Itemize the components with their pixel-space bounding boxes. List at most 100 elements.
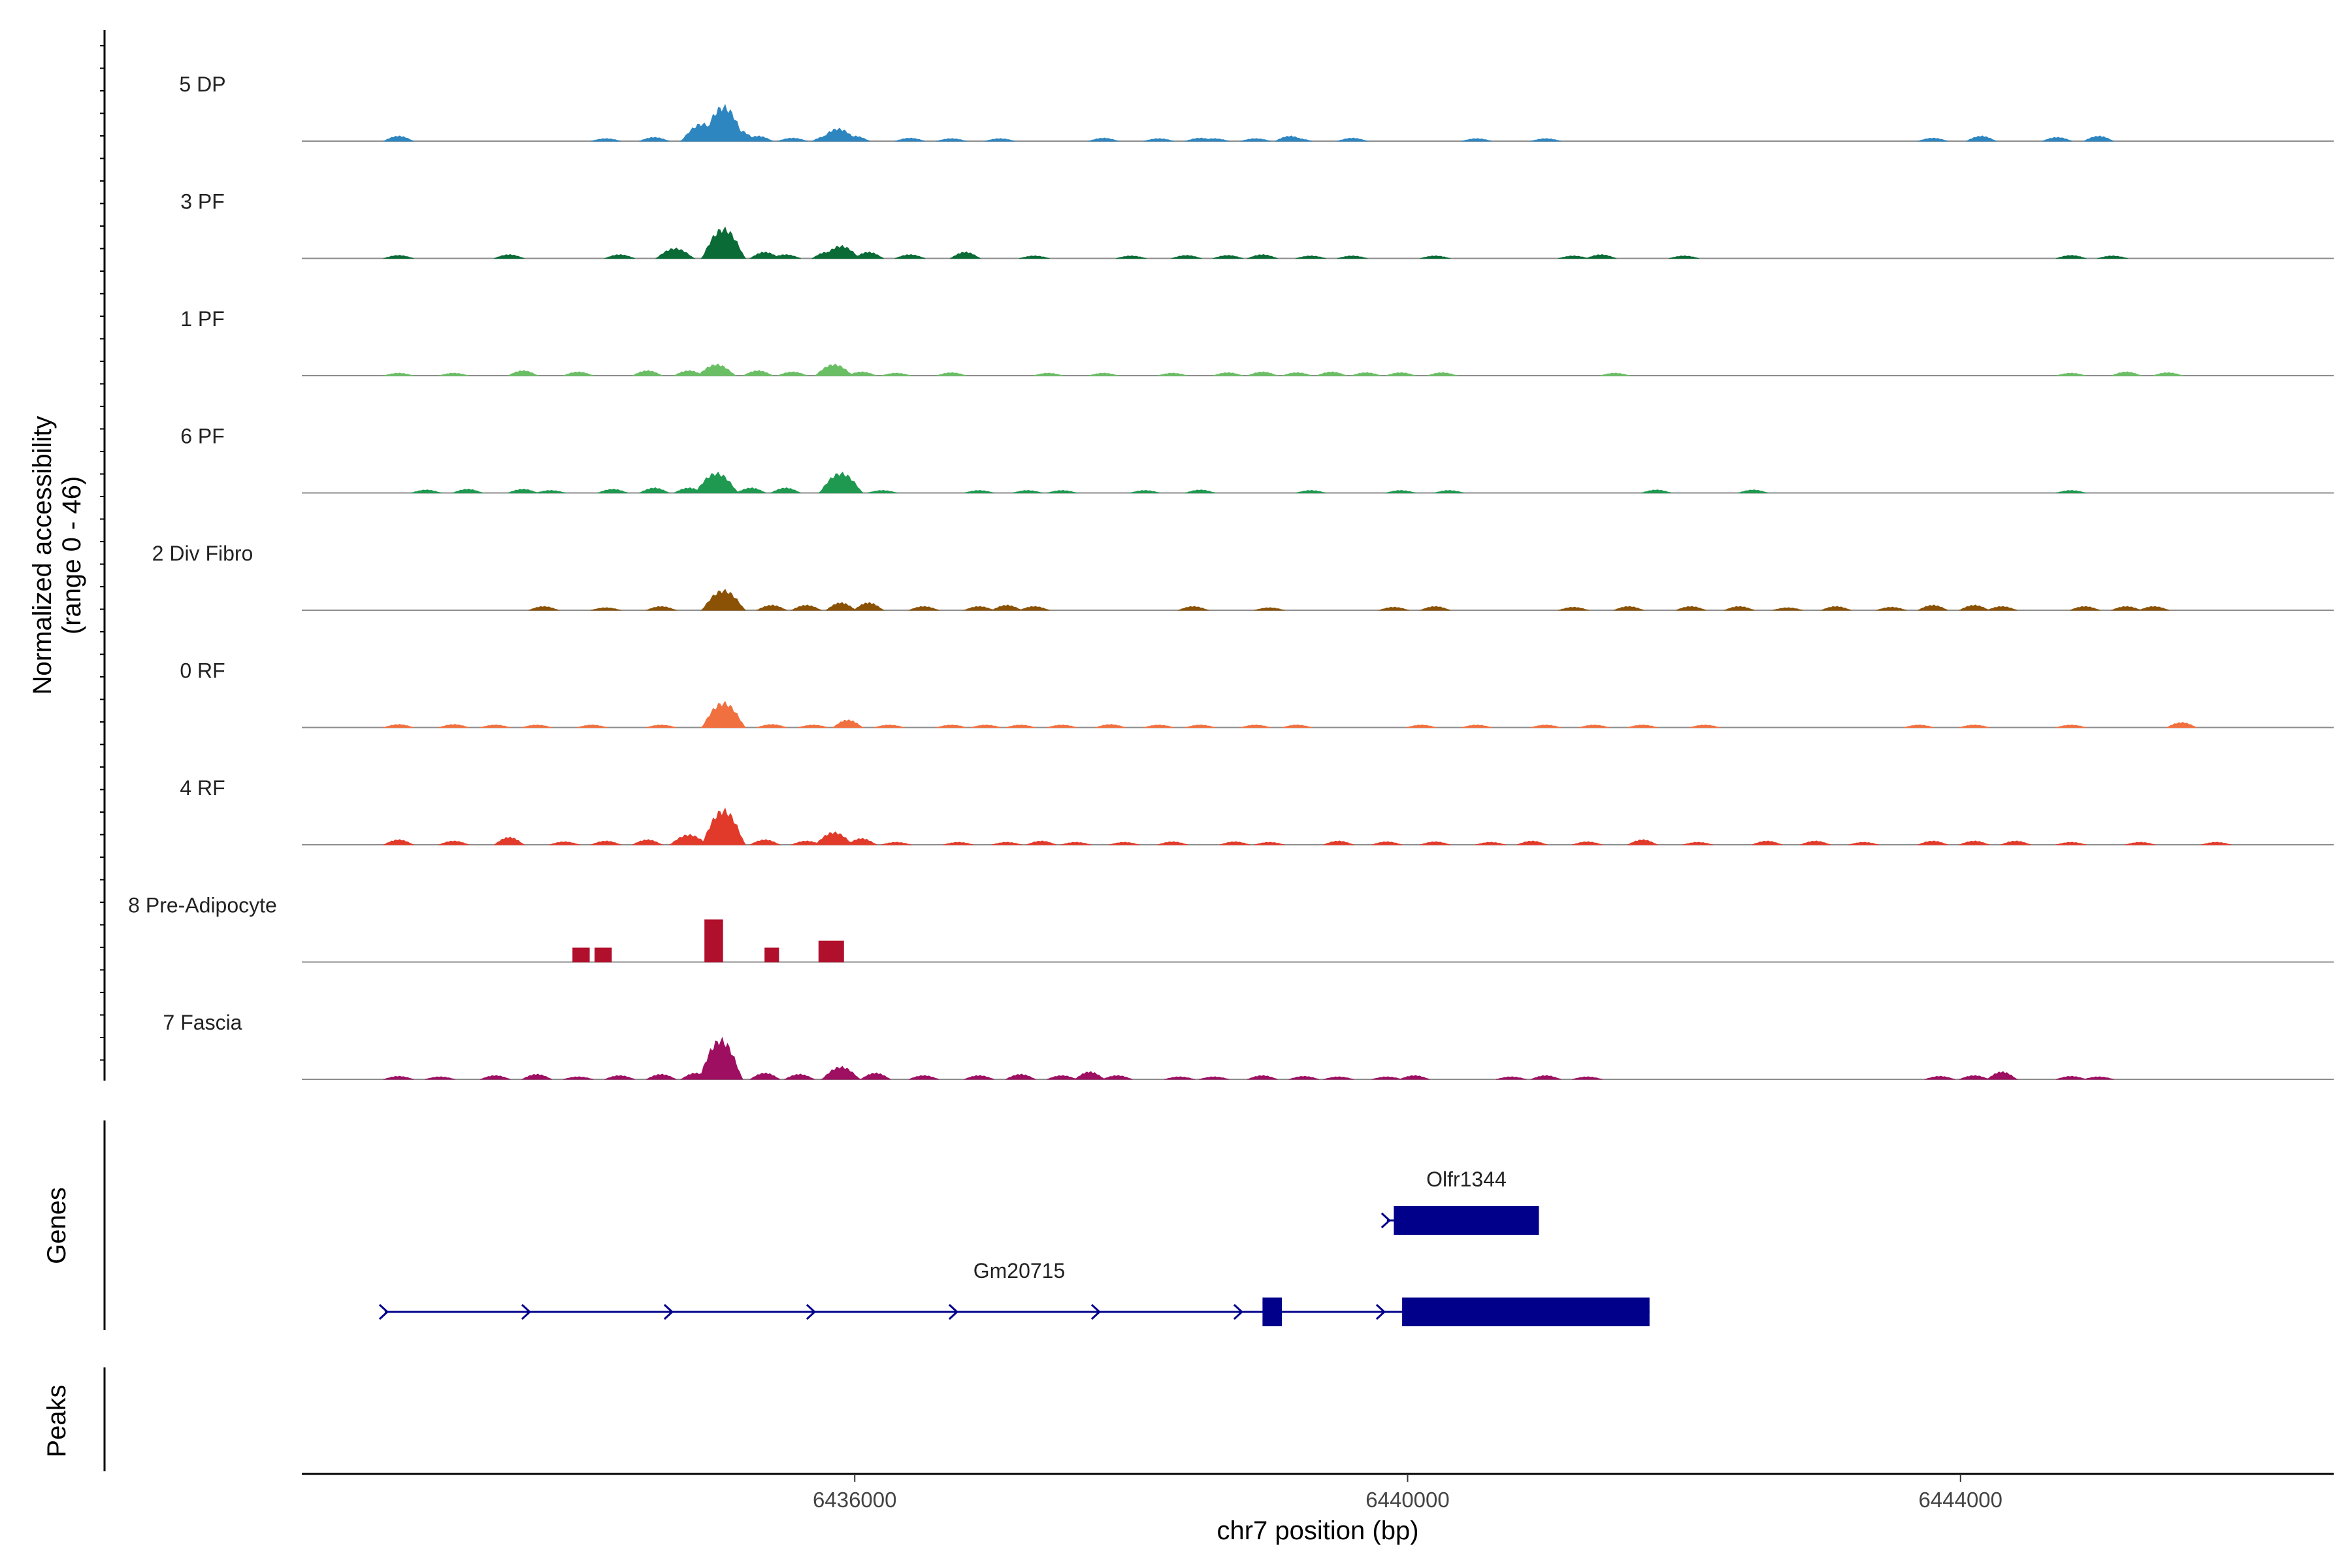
coverage-peak (1820, 606, 1852, 611)
coverage-peak (1019, 606, 1050, 611)
coverage-peak (749, 839, 781, 845)
coverage-peak (2055, 1075, 2087, 1080)
coverage-peak (632, 839, 663, 845)
coverage-peak (521, 1073, 553, 1080)
coverage-peak (894, 253, 926, 259)
coverage-peak (1918, 604, 1948, 611)
coverage-peak (1495, 1076, 1527, 1080)
strand-arrow (1375, 1303, 1386, 1320)
coverage-peak (383, 839, 414, 845)
coverage-peak (1033, 372, 1064, 376)
coverage-peak (1157, 372, 1188, 376)
coverage-peak (1385, 372, 1416, 376)
genes-track-label: Genes (42, 1187, 71, 1264)
y-minor-ticks (100, 45, 105, 1061)
strand-arrow (1233, 1303, 1244, 1320)
coverage-peak (1876, 606, 1907, 611)
coverage-peak (591, 138, 621, 142)
strand-arrow (948, 1303, 959, 1320)
coverage-peak (936, 138, 967, 142)
coverage-peak (1427, 372, 1458, 376)
coverage-peak (2042, 137, 2073, 142)
y-axis (100, 30, 106, 1081)
y-axis-title-line1: Normalized accessibility (28, 416, 57, 695)
coverage-peak (1254, 841, 1285, 845)
coverage-peak (881, 372, 912, 376)
coverage-peak (1247, 1075, 1278, 1080)
coverage-peak (1613, 606, 1644, 611)
track-label: 4 RF (180, 776, 225, 800)
gene-gm20715: Gm20715 (378, 1259, 1650, 1326)
coverage-peak (452, 488, 483, 493)
coverage-peak (825, 602, 858, 611)
coverage-peak (425, 1076, 455, 1080)
coverage-peak (1337, 137, 1368, 142)
coverage-peak (1213, 372, 1243, 376)
coverage-peak (749, 1072, 781, 1080)
track-label: 0 RF (180, 659, 225, 683)
coverage-peak (2055, 841, 2087, 845)
track-5-dp: 5 DP (179, 73, 2334, 142)
coverage-peak (1966, 135, 1997, 142)
coverage-peak (1005, 1073, 1036, 1080)
coverage-peak (700, 589, 747, 611)
coverage-peak (1986, 606, 2017, 611)
coverage-peak (1060, 841, 1092, 845)
coverage-peak (2083, 135, 2114, 142)
coverage-peak (1130, 489, 1160, 493)
coverage-peak (742, 370, 774, 376)
coverage-peak (411, 489, 442, 493)
coverage-peak (853, 252, 884, 259)
coverage-peak (2125, 841, 2156, 845)
coverage-peak (645, 724, 677, 728)
x-axis-title: chr7 position (bp) (1217, 1516, 1418, 1545)
coverage-peak (1012, 489, 1043, 493)
coverage-peak (964, 489, 994, 493)
coverage-peak (563, 371, 594, 376)
track-label: 3 PF (180, 190, 225, 214)
coverage-peak (853, 602, 885, 611)
coverage-peak (1924, 1075, 1955, 1080)
track-1-pf: 1 PF (180, 307, 2334, 376)
track-label: 5 DP (179, 73, 225, 96)
coverage-peak (749, 252, 781, 259)
track-label: 1 PF (180, 307, 225, 331)
coverage-peak (597, 488, 629, 493)
coverage-peak (1530, 138, 1561, 142)
track-4-rf: 4 RF (180, 776, 2334, 845)
coverage-peak (1641, 489, 1672, 493)
coverage-peak (1247, 371, 1278, 376)
coverage-peak (704, 919, 723, 962)
track-2-div-fibro: 2 Div Fibro (152, 542, 2334, 611)
x-tick-label: 6444000 (1919, 1488, 2002, 1512)
coverage-peak (1420, 841, 1451, 845)
strand-arrow (378, 1303, 389, 1320)
gene-annotations: Olfr1344 Gm20715 (378, 1168, 1650, 1326)
coverage-peak (991, 841, 1022, 845)
coverage-peak (964, 606, 995, 611)
coverage-peak (867, 489, 898, 493)
coverage-peak (1019, 255, 1050, 259)
coverage-peak (860, 1072, 891, 1080)
x-ticks: 6436000 6440000 6444000 (813, 1474, 2002, 1512)
coverage-peak (572, 947, 590, 962)
coverage-peak (604, 253, 636, 259)
coverage-peak (480, 724, 511, 728)
coverage-peak (1578, 724, 1610, 728)
coverage-peak (1572, 1076, 1603, 1080)
coverage-peak (1026, 840, 1057, 845)
coverage-peak (1433, 489, 1465, 493)
coverage-peak (1385, 489, 1416, 493)
coverage-peak (508, 488, 538, 493)
coverage-peak (1199, 138, 1230, 142)
coverage-peak (700, 807, 746, 845)
track-label: 2 Div Fibro (152, 542, 253, 565)
coverage-peak (1627, 724, 1658, 728)
coverage-peak (1530, 724, 1561, 728)
coverage-peak (639, 137, 670, 142)
coverage-peak (1406, 724, 1437, 728)
gene-exon (1394, 1206, 1539, 1235)
coverage-peak (1738, 489, 1769, 493)
coverage-peak (1558, 606, 1589, 611)
coverage-peak (1281, 138, 1313, 142)
